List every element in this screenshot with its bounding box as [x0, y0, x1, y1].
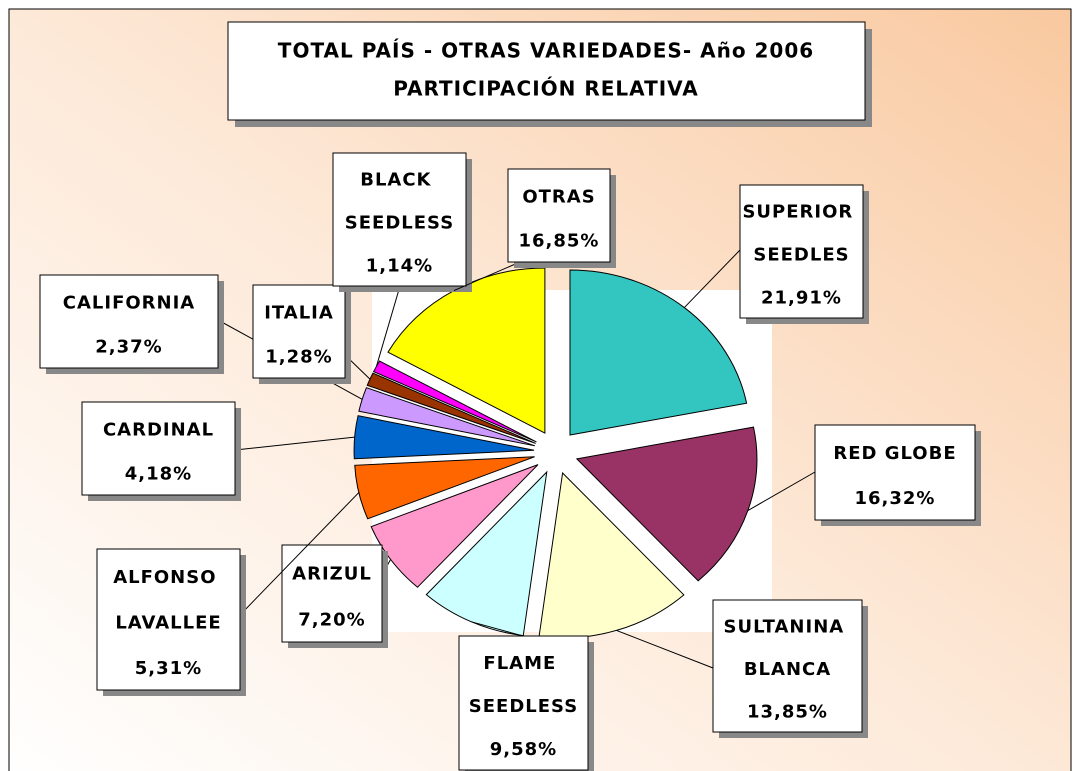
pie-slice: [575, 426, 758, 582]
category-label: OTRAS: [522, 186, 595, 207]
leader-line: [747, 471, 816, 512]
value-label: 7,20%: [298, 610, 365, 631]
chart-subtitle: PARTICIPACIÓN RELATIVA: [393, 77, 699, 101]
value-label: 16,32%: [855, 488, 936, 509]
leader-line: [453, 261, 521, 292]
pie-slice: [569, 269, 748, 436]
category-label: SUPERIOR SEEDLES: [742, 202, 860, 266]
label-box: [458, 635, 589, 771]
leader-line: [471, 621, 524, 637]
chart-title: TOTAL PAÍS - OTRAS VARIEDADES- Año 2006: [278, 39, 814, 63]
value-label: 13,85%: [747, 702, 828, 723]
value-label: 5,31%: [135, 658, 202, 679]
labels: SUPERIOR SEEDLES 21,91% RED GLOBE 16,32% SUL…: [39, 152, 981, 771]
value-label: 16,85%: [519, 231, 600, 252]
label-box: [739, 184, 864, 319]
leader-line: [616, 629, 714, 669]
value-label: 4,18%: [125, 464, 192, 485]
category-label: BLACK SEEDLESS: [345, 170, 454, 234]
leader-line: [683, 249, 741, 308]
leader-line: [239, 492, 360, 616]
label-box: [332, 152, 467, 287]
category-label: CARDINAL: [103, 419, 214, 440]
label-box: [81, 401, 236, 496]
pie-slice: [354, 456, 535, 520]
label-box: [712, 599, 863, 733]
label-box: [96, 548, 241, 691]
category-label: ARIZUL: [292, 563, 372, 584]
label-box: [507, 168, 611, 263]
value-label: 21,91%: [761, 287, 842, 308]
label-box: [814, 424, 976, 521]
value-label: 9,58%: [490, 739, 557, 760]
value-label: 1,14%: [366, 255, 433, 276]
pie: [353, 267, 758, 639]
label-box: [39, 274, 219, 369]
category-label: RED GLOBE: [833, 443, 956, 464]
category-label: ITALIA: [264, 302, 334, 323]
leader-line: [375, 285, 401, 367]
title-box: [227, 21, 866, 121]
category-label: FLAME SEEDLESS: [469, 653, 578, 717]
label-box: [252, 284, 346, 379]
value-label: 2,37%: [95, 337, 162, 358]
pie-slice: [353, 415, 535, 460]
leader-line: [234, 436, 355, 451]
category-label: ALFONSO LAVALLEE: [113, 567, 224, 633]
category-label: CALIFORNIA: [63, 292, 195, 313]
value-label: 1,28%: [265, 347, 332, 368]
category-label: SULTANINA BLANCA: [724, 616, 852, 680]
label-box: [281, 544, 383, 643]
